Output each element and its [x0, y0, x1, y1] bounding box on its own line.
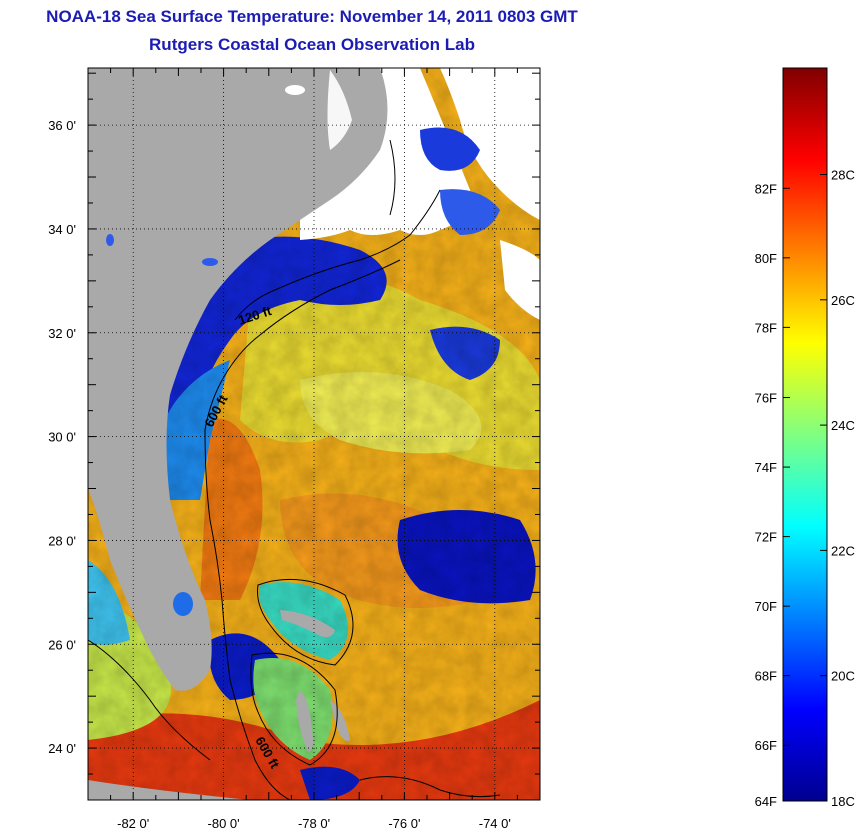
lon-tick-label: -74 0' [479, 816, 511, 831]
colorbar-c-label: 22C [831, 543, 855, 558]
grand-bahama-island [280, 610, 335, 638]
andros-island [296, 690, 314, 752]
us-southeast-landmass [88, 68, 388, 691]
lat-tick-label: 36 0' [48, 118, 76, 133]
contour-nc [389, 139, 396, 216]
colorbar-f-label: 78F [755, 320, 777, 335]
colorbar-f-label: 80F [755, 251, 777, 266]
contour-600ft-straits [204, 429, 291, 800]
sst-image [88, 68, 540, 800]
map-subtitle: Rutgers Coastal Ocean Observation Lab [149, 35, 475, 54]
cold-clump-2 [440, 189, 500, 235]
colorbar-f-label: 64F [755, 794, 777, 809]
colorbar-ticks [783, 174, 827, 802]
lon-tick-label: -76 0' [388, 816, 420, 831]
inland-lake [202, 258, 218, 266]
cloud-mask-northeast [440, 68, 540, 220]
colorbar-c-label: 28C [831, 168, 855, 183]
map-ticks [87, 68, 541, 801]
colorbar-c-label: 20C [831, 669, 855, 684]
colorbar [782, 67, 828, 802]
contour-600ft-north [204, 259, 401, 431]
colorbar-f-label: 72F [755, 530, 777, 545]
contour-gulf [88, 639, 211, 761]
latitude-labels: 24 0' 26 0' 28 0' 30 0' 32 0' 34 0' 36 0' [48, 118, 76, 756]
cloud-mask-east [500, 240, 540, 320]
graticule [88, 68, 540, 800]
inland-lake-3 [285, 85, 305, 95]
colorbar-celsius-labels: 18C 20C 22C 24C 26C 28C [831, 168, 855, 809]
lat-tick-label: 26 0' [48, 637, 76, 652]
lon-tick-label: -82 0' [117, 816, 149, 831]
contour-south [359, 776, 501, 798]
map-title: NOAA-18 Sea Surface Temperature: Novembe… [46, 7, 578, 26]
inland-lake-2 [106, 234, 114, 246]
lake-okeechobee [173, 592, 193, 616]
cuba-coast [88, 780, 250, 800]
lon-tick-label: -80 0' [208, 816, 240, 831]
colorbar-f-label: 68F [755, 669, 777, 684]
cold-clump-1 [420, 127, 480, 171]
longitude-labels: -82 0' -80 0' -78 0' -76 0' -74 0' [117, 816, 511, 831]
contour-120ft [234, 189, 441, 321]
colorbar-c-label: 26C [831, 293, 855, 308]
eleuthera-island [330, 700, 350, 741]
lat-tick-label: 24 0' [48, 741, 76, 756]
colorbar-c-label: 18C [831, 794, 855, 809]
colorbar-c-label: 24C [831, 418, 855, 433]
colorbar-f-label: 82F [755, 181, 777, 196]
colorbar-f-label: 70F [755, 599, 777, 614]
lat-tick-label: 30 0' [48, 430, 76, 445]
lat-tick-label: 28 0' [48, 533, 76, 548]
pamlico-sound [327, 70, 352, 150]
colorbar-fahrenheit-labels: 64F 66F 68F 70F 72F 74F 76F 78F 80F 82F [755, 181, 777, 809]
colorbar-f-label: 66F [755, 738, 777, 753]
lat-tick-label: 32 0' [48, 326, 76, 341]
lat-tick-label: 34 0' [48, 222, 76, 237]
contour-great-bahama [250, 652, 338, 766]
contour-little-bahama [257, 578, 354, 666]
colorbar-f-label: 76F [755, 391, 777, 406]
colorbar-f-label: 74F [755, 460, 777, 475]
lon-tick-label: -78 0' [298, 816, 330, 831]
